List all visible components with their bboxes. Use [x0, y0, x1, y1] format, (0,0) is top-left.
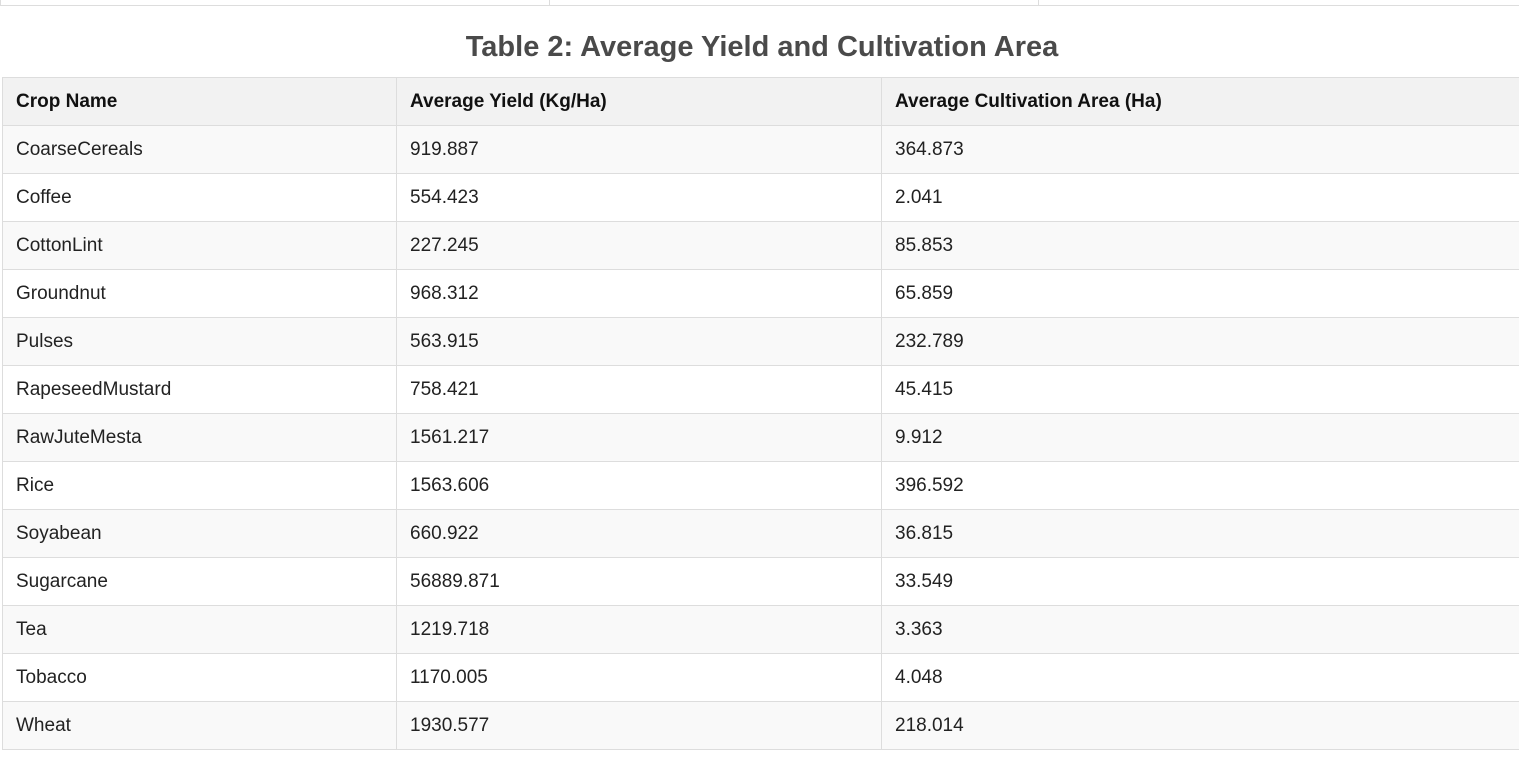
column-header-crop-name: Crop Name — [2, 77, 397, 126]
average-yield-cell: 563.915 — [396, 317, 882, 366]
crop-yield-table: Crop Name Average Yield (Kg/Ha) Average … — [2, 77, 1519, 750]
crop-name-cell: RapeseedMustard — [2, 365, 397, 414]
average-area-cell: 85.853 — [881, 221, 1519, 270]
table-row: CoarseCereals 919.887 364.873 — [2, 125, 1519, 174]
average-area-cell: 4.048 — [881, 653, 1519, 702]
table-row: Sugarcane 56889.871 33.549 — [2, 557, 1519, 606]
column-header-average-yield: Average Yield (Kg/Ha) — [396, 77, 882, 126]
table-row: Rice 1563.606 396.592 — [2, 461, 1519, 510]
average-yield-cell: 56889.871 — [396, 557, 882, 606]
table-row: RapeseedMustard 758.421 45.415 — [2, 365, 1519, 414]
average-yield-cell: 1561.217 — [396, 413, 882, 462]
average-area-cell: 36.815 — [881, 509, 1519, 558]
crop-name-cell: Sugarcane — [2, 557, 397, 606]
average-area-cell: 3.363 — [881, 605, 1519, 654]
average-area-cell: 396.592 — [881, 461, 1519, 510]
average-area-cell: 232.789 — [881, 317, 1519, 366]
average-yield-cell: 1170.005 — [396, 653, 882, 702]
table-row: Tobacco 1170.005 4.048 — [2, 653, 1519, 702]
average-yield-cell: 1563.606 — [396, 461, 882, 510]
average-area-cell: 2.041 — [881, 173, 1519, 222]
average-area-cell: 9.912 — [881, 413, 1519, 462]
average-yield-cell: 758.421 — [396, 365, 882, 414]
crop-name-cell: Pulses — [2, 317, 397, 366]
previous-table-bottom-edge — [0, 0, 1519, 6]
crop-name-cell: Tobacco — [2, 653, 397, 702]
average-yield-cell: 660.922 — [396, 509, 882, 558]
average-area-cell: 218.014 — [881, 701, 1519, 750]
table-title: Table 2: Average Yield and Cultivation A… — [465, 31, 1059, 63]
crop-name-cell: CottonLint — [2, 221, 397, 270]
crop-name-cell: RawJuteMesta — [2, 413, 397, 462]
crop-name-cell: Groundnut — [2, 269, 397, 318]
table-row: CottonLint 227.245 85.853 — [2, 221, 1519, 270]
previous-table-cell — [1038, 0, 1039, 5]
table-row: Wheat 1930.577 218.014 — [2, 701, 1519, 750]
average-area-cell: 364.873 — [881, 125, 1519, 174]
average-area-cell: 45.415 — [881, 365, 1519, 414]
average-yield-cell: 919.887 — [396, 125, 882, 174]
average-area-cell: 65.859 — [881, 269, 1519, 318]
average-yield-cell: 1930.577 — [396, 701, 882, 750]
table-row: Groundnut 968.312 65.859 — [2, 269, 1519, 318]
table-row: Soyabean 660.922 36.815 — [2, 509, 1519, 558]
table-row: RawJuteMesta 1561.217 9.912 — [2, 413, 1519, 462]
average-yield-cell: 1219.718 — [396, 605, 882, 654]
average-area-cell: 33.549 — [881, 557, 1519, 606]
average-yield-cell: 227.245 — [396, 221, 882, 270]
table-header-row: Crop Name Average Yield (Kg/Ha) Average … — [2, 77, 1519, 126]
table-row: Coffee 554.423 2.041 — [2, 173, 1519, 222]
crop-name-cell: Rice — [2, 461, 397, 510]
crop-name-cell: Tea — [2, 605, 397, 654]
crop-name-cell: Coffee — [2, 173, 397, 222]
crop-name-cell: CoarseCereals — [2, 125, 397, 174]
previous-table-cell — [0, 0, 1, 5]
average-yield-cell: 554.423 — [396, 173, 882, 222]
table-row: Pulses 563.915 232.789 — [2, 317, 1519, 366]
table-row: Tea 1219.718 3.363 — [2, 605, 1519, 654]
column-header-average-cultivation-area: Average Cultivation Area (Ha) — [881, 77, 1519, 126]
crop-name-cell: Soyabean — [2, 509, 397, 558]
average-yield-cell: 968.312 — [396, 269, 882, 318]
crop-name-cell: Wheat — [2, 701, 397, 750]
previous-table-cell — [549, 0, 550, 5]
